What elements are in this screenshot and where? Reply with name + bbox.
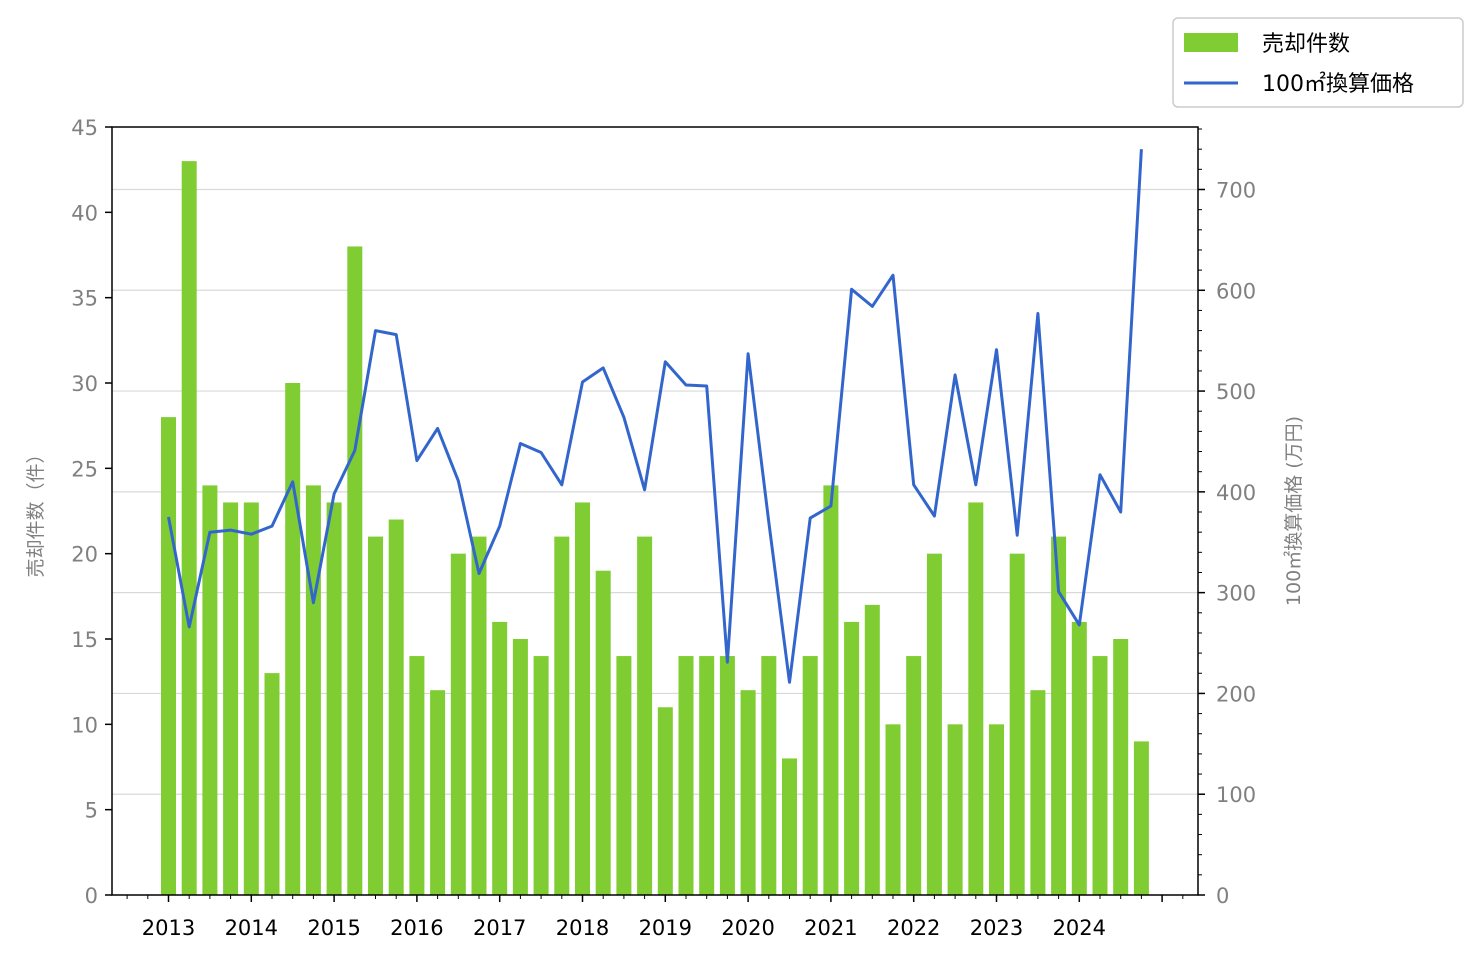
bar xyxy=(1113,639,1129,895)
right-tick-label: 500 xyxy=(1216,380,1256,404)
bar xyxy=(782,758,797,895)
left-tick-label: 5 xyxy=(85,799,98,823)
bar xyxy=(740,690,756,895)
x-tick-label: 2021 xyxy=(804,916,857,940)
bar xyxy=(802,656,818,895)
bar xyxy=(678,656,694,895)
right-tick-label: 100 xyxy=(1216,783,1256,807)
bar xyxy=(657,707,673,895)
bar xyxy=(823,485,839,895)
bar xyxy=(512,639,528,895)
x-tick-label: 2020 xyxy=(721,916,774,940)
bar xyxy=(554,536,570,895)
x-tick-label: 2016 xyxy=(390,916,443,940)
bar xyxy=(450,553,466,895)
legend: 売却件数 100㎡換算価格 xyxy=(1172,17,1464,108)
x-tick-label: 2018 xyxy=(556,916,609,940)
bar xyxy=(1030,690,1046,895)
left-tick-label: 45 xyxy=(71,116,98,140)
right-tick-label: 0 xyxy=(1216,884,1229,908)
bar xyxy=(471,536,487,895)
bar xyxy=(926,553,942,895)
bar xyxy=(1071,621,1087,895)
left-axis-label: 売却件数（件） xyxy=(25,444,47,577)
x-axis: 2013 2014 2015 2016 2017 2018 2019 2020 2021 2022… xyxy=(126,895,1184,940)
right-tick-label: 300 xyxy=(1216,582,1256,606)
bar xyxy=(1009,553,1025,895)
right-axis: 0 100 200 300 400 500 600 700 xyxy=(1198,128,1256,908)
left-tick-label: 20 xyxy=(71,543,98,567)
bar xyxy=(430,690,446,895)
right-tick-label: 400 xyxy=(1216,481,1256,505)
x-tick-label: 2019 xyxy=(639,916,692,940)
plot-frame xyxy=(111,126,1199,896)
bar xyxy=(1051,536,1067,895)
x-tick-label: 2015 xyxy=(307,916,360,940)
left-axis: 0 5 10 15 20 25 30 35 40 45 xyxy=(71,116,112,908)
right-axis-label: 100㎡換算価格 (万円) xyxy=(1282,416,1305,606)
price-line xyxy=(167,149,1143,684)
legend-line-label: 100㎡換算価格 xyxy=(1262,71,1414,97)
bar xyxy=(181,161,197,896)
legend-bar-swatch xyxy=(1184,33,1238,52)
left-tick-label: 40 xyxy=(71,201,98,225)
bar xyxy=(305,485,321,895)
left-tick-label: 35 xyxy=(71,287,98,311)
bar-series xyxy=(161,161,1149,896)
x-tick-label: 2017 xyxy=(473,916,526,940)
legend-frame xyxy=(1172,17,1464,108)
left-tick-label: 25 xyxy=(71,457,98,481)
bar xyxy=(989,724,1004,895)
bar xyxy=(719,656,735,895)
bar xyxy=(761,656,777,895)
bar xyxy=(699,656,715,895)
bar xyxy=(368,536,383,895)
bar xyxy=(285,383,301,895)
bar xyxy=(575,502,590,895)
bar xyxy=(1092,656,1108,895)
bar xyxy=(968,502,984,895)
x-tick-label: 2013 xyxy=(142,916,195,940)
x-tick-label: 2023 xyxy=(970,916,1023,940)
bar xyxy=(388,519,404,895)
right-tick-label: 200 xyxy=(1216,682,1256,706)
bar xyxy=(492,621,508,895)
bar xyxy=(326,502,342,895)
left-tick-label: 30 xyxy=(71,372,98,396)
bar xyxy=(1133,741,1149,895)
left-tick-label: 10 xyxy=(71,713,98,737)
bar xyxy=(409,656,425,895)
legend-bar-label: 売却件数 xyxy=(1262,32,1350,57)
bar xyxy=(264,673,280,895)
bar xyxy=(223,502,239,895)
bar xyxy=(202,485,218,895)
bar xyxy=(595,570,611,895)
bar xyxy=(844,621,860,895)
bar xyxy=(864,604,880,895)
left-tick-label: 0 xyxy=(85,884,98,908)
bar xyxy=(161,417,176,895)
bar xyxy=(906,656,922,895)
x-tick-label: 2022 xyxy=(887,916,940,940)
line-series xyxy=(167,149,1143,684)
right-tick-label: 700 xyxy=(1216,178,1256,202)
bar xyxy=(243,502,259,895)
x-tick-label: 2014 xyxy=(225,916,278,940)
x-tick-label: 2024 xyxy=(1053,916,1106,940)
bar xyxy=(947,724,963,895)
bar xyxy=(616,656,632,895)
bar xyxy=(637,536,653,895)
right-tick-label: 600 xyxy=(1216,279,1256,303)
bar xyxy=(533,656,549,895)
bar xyxy=(347,246,363,895)
bar xyxy=(885,724,901,895)
left-tick-label: 15 xyxy=(71,628,98,652)
